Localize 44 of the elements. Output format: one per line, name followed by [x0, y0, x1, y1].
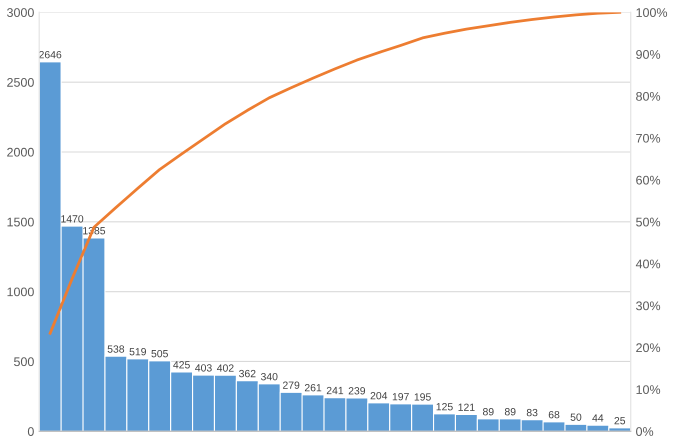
data-label: 121 [458, 404, 475, 411]
y2-tick-label: 90% [636, 50, 660, 59]
y2-tick-label: 60% [636, 176, 660, 185]
data-label: 362 [239, 370, 256, 378]
y-tick-label: 0 [28, 427, 34, 436]
data-label: 195 [414, 393, 431, 401]
data-label: 44 [592, 414, 604, 422]
y-tick-label: 2000 [7, 148, 34, 157]
y2-tick-label: 10% [636, 385, 660, 394]
data-label: 197 [392, 392, 409, 400]
data-label: 50 [570, 413, 582, 421]
y-tick-label: 2500 [7, 78, 34, 87]
data-label: 403 [195, 364, 212, 372]
data-label: 25 [614, 416, 626, 424]
data-label: 239 [348, 387, 366, 394]
y2-tick-label: 20% [636, 343, 660, 352]
data-label: 538 [108, 345, 124, 353]
data-label: 279 [282, 382, 300, 389]
data-label: 519 [130, 348, 146, 356]
data-label: 89 [504, 408, 516, 416]
data-label: 89 [482, 408, 494, 416]
y2-tick-label: 30% [636, 301, 660, 310]
y2-tick-label: 0% [636, 427, 654, 436]
y-tick-label: 3000 [7, 8, 34, 17]
data-label: 340 [260, 372, 278, 380]
data-label: 204 [370, 392, 388, 400]
data-label: 402 [216, 364, 234, 372]
y2-tick-label: 100% [636, 8, 668, 17]
y2-tick-label: 50% [636, 218, 660, 226]
y2-tick-label: 80% [636, 92, 660, 101]
data-label: 505 [151, 350, 168, 358]
y2-tick-label: 70% [636, 134, 660, 143]
y2-tick-label: 40% [636, 260, 660, 268]
data-label: 68 [548, 410, 560, 418]
data-label: 1470 [61, 215, 84, 223]
data-label: 83 [526, 408, 538, 416]
data-label: 425 [173, 361, 190, 368]
y-tick-label: 500 [14, 357, 34, 366]
data-label: 2646 [39, 50, 62, 58]
y-tick-label: 1000 [7, 287, 34, 296]
data-label: 241 [326, 386, 344, 394]
data-label: 125 [436, 403, 453, 410]
y-tick-label: 1500 [7, 218, 34, 226]
data-label: 261 [304, 384, 322, 392]
